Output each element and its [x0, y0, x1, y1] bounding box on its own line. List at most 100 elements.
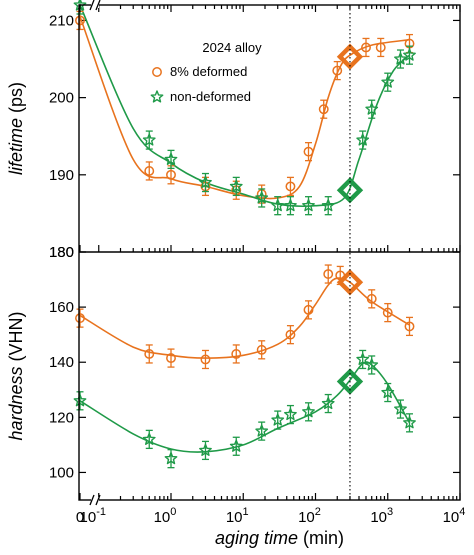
hardness-ytick-label: 180 [49, 244, 74, 261]
x-tick-label-exponent: 1 [243, 506, 249, 518]
hardness-deformed-point [256, 344, 267, 355]
hardness-deformed-point [144, 349, 155, 359]
lifetime-non_deformed-point [164, 152, 178, 165]
hardness-non_deformed-point [73, 394, 87, 407]
x-tick-label-base: 10 [80, 509, 97, 526]
x-tick-label: 103 [370, 506, 393, 526]
hardness-deformed-error-bar [145, 344, 153, 364]
axis-break-mark [89, 494, 95, 506]
x-tick-label-exponent: -1 [96, 506, 106, 518]
hardness-non_deformed-point [302, 405, 315, 418]
x-tick-label: 101 [226, 506, 249, 526]
lifetime-deformed-error-bar [320, 99, 328, 119]
lifetime-non_deformed-point [403, 48, 416, 61]
hardness-non_deformed-point [229, 439, 243, 452]
x-tick-label: 104 [443, 506, 466, 526]
lifetime-ylabel-unit: (ps) [6, 82, 26, 118]
lifetime-non_deformed-point [255, 191, 269, 204]
hardness-ytick-label: 120 [49, 409, 74, 426]
hardness-non_deformed-point [321, 396, 335, 410]
lifetime-ytick-label: 180 [49, 244, 74, 261]
lifetime-deformed-point [144, 166, 155, 176]
x-tick-label: 102 [298, 506, 321, 526]
lifetime-non_deformed-fit-curve [79, 4, 411, 207]
lifetime-ylabel-italic: lifetime [6, 118, 26, 175]
hardness-non_deformed-highlight-diamond [336, 368, 364, 395]
legend-marker-deformed [152, 67, 162, 77]
x-tick-label-exponent: 2 [315, 506, 321, 518]
lifetime-non_deformed-point [229, 179, 243, 192]
hardness-deformed-point [166, 353, 176, 364]
hardness-ylabel-italic: hardness [6, 366, 26, 440]
legend-label-non_deformed: non-deformed [170, 89, 251, 104]
hardness-non_deformed-point [284, 407, 297, 421]
x-tick-label-base: 10 [370, 509, 387, 526]
axis-break-gap [91, 2, 99, 8]
x-tick-label: 10-1 [80, 506, 106, 526]
hardness-deformed-error-bar [384, 302, 392, 323]
lifetime-non_deformed-point [394, 52, 407, 65]
hardness-deformed-fit-curve [79, 277, 410, 359]
lifetime-deformed-error-bar [304, 142, 312, 162]
lifetime-non_deformed-point [271, 198, 285, 212]
x-tick-label-base: 10 [443, 509, 460, 526]
hardness-non_deformed-point [365, 358, 379, 371]
hardness-deformed-point [200, 354, 211, 365]
lifetime-non_deformed-point [142, 133, 156, 146]
x-tick-label-base: 10 [226, 509, 243, 526]
lifetime-deformed-highlight-diamond [336, 43, 364, 70]
lifetime-non_deformed-point [321, 198, 335, 212]
hardness-ytick-label: 140 [49, 354, 74, 371]
hardness-non_deformed-point [142, 432, 156, 445]
hardness-deformed-point [323, 269, 334, 279]
x-tick-label-exponent: 3 [387, 506, 393, 518]
hardness-non_deformed-point [255, 424, 269, 437]
hardness-deformed-error-bar [167, 348, 175, 368]
axis-break-mark [95, 494, 101, 506]
hardness-deformed-point [382, 307, 393, 318]
hardness-non_deformed-point [271, 413, 285, 426]
lifetime-deformed-point [361, 42, 371, 53]
hardness-deformed-point [404, 321, 415, 332]
lifetime-non_deformed-point [381, 75, 395, 88]
lifetime-deformed-point [375, 42, 386, 53]
hardness-ylabel: hardness (VHN) [6, 311, 26, 440]
hardness-deformed-error-bar [405, 316, 413, 337]
lifetime-deformed-error-bar [145, 161, 153, 181]
lifetime-ytick-label: 210 [49, 12, 74, 29]
lifetime-deformed-point [75, 15, 85, 26]
x-tick-label-base: 10 [298, 509, 315, 526]
hardness-deformed-point [285, 329, 296, 340]
x-tick-label-base: 10 [154, 509, 171, 526]
hardness-non_deformed-point [381, 385, 395, 399]
lifetime-deformed-error-bar [362, 37, 370, 58]
axis-break-mark [95, 0, 101, 11]
lifetime-deformed-error-bar [333, 60, 341, 81]
lifetime-deformed-fit-curve [79, 16, 410, 200]
lifetime-non_deformed-point [284, 198, 297, 212]
axis-break-gap [91, 497, 99, 503]
x-tick-label-exponent: 4 [459, 506, 465, 518]
lifetime-ytick-label: 200 [49, 90, 74, 107]
hardness-deformed-error-bar [258, 340, 266, 360]
hardness-deformed-point [303, 304, 314, 315]
hardness-ytick-label: 160 [49, 299, 74, 316]
hardness-non_deformed-fit-curve [79, 361, 411, 453]
lifetime-non_deformed-point [199, 175, 212, 189]
hardness-deformed-error-bar [324, 264, 332, 284]
lifetime-deformed-error-bar [286, 176, 294, 197]
legend-label-deformed: 8% deformed [170, 64, 247, 79]
hardness-deformed-error-bar [76, 308, 84, 328]
hardness-non_deformed-point [356, 352, 370, 366]
hardness-deformed-highlight-diamond [336, 269, 364, 296]
x-axis-label-italic: aging time [215, 528, 298, 548]
lifetime-deformed-error-bar [377, 37, 385, 58]
lifetime-non_deformed-point [302, 198, 315, 212]
lifetime-ytick-label: 190 [49, 167, 74, 184]
hardness-deformed-error-bar [368, 289, 376, 309]
lifetime-deformed-point [285, 181, 296, 192]
hardness-deformed-error-bar [286, 325, 294, 345]
x-tick-label-exponent: 0 [170, 506, 176, 518]
hardness-deformed-point [231, 349, 242, 359]
